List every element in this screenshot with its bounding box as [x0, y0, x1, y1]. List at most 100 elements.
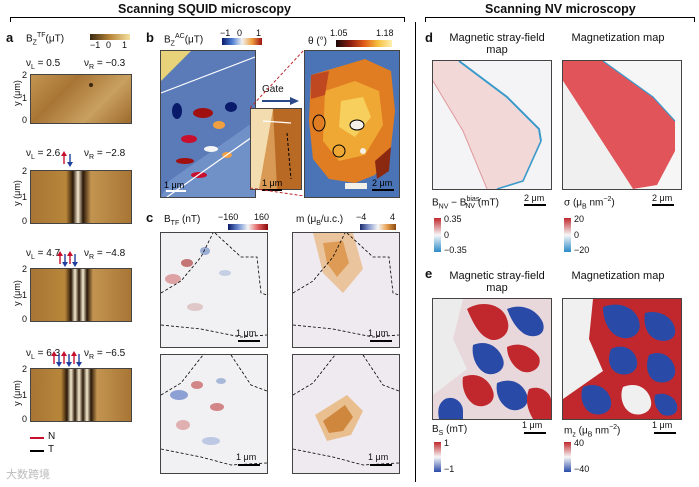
tick: −1 [220, 28, 231, 38]
panel-a-tick-max: 1 [122, 40, 128, 50]
legend-t-label: T [48, 444, 55, 455]
panel-d-scale-1: 2 μm [524, 193, 545, 203]
tick: 0 [574, 230, 580, 240]
panel-c-left-colorbar [228, 224, 268, 230]
tick: 0 [22, 216, 28, 226]
panel-d-mag-map [562, 60, 682, 190]
panel-a-map-1 [30, 74, 132, 124]
panel-b-scale-1: 1 μm [164, 180, 185, 190]
panel-e-left-colorbar [434, 442, 441, 472]
tick: 0 [22, 314, 28, 324]
panel-b-scale-2: 1 μm [262, 178, 283, 188]
panel-d-right-colorbar [564, 218, 571, 252]
tick: 0 [22, 414, 28, 424]
panel-d-left-title: Magnetic stray-field map [449, 32, 545, 56]
panel-e-stray-map [432, 298, 552, 420]
tick: −1 [444, 464, 455, 474]
panel-b-theta-map [304, 50, 400, 198]
panel-c-label: c [146, 210, 154, 225]
panel-a-ylabel-2: y (μm) [11, 180, 22, 206]
tick: 20 [574, 214, 585, 224]
tick: 2 [22, 70, 28, 80]
panel-e-mag-map [562, 298, 682, 420]
panel-c-right-colorbar [360, 224, 396, 230]
panel-a-label: a [6, 30, 14, 45]
theta-label: θ (°) [308, 36, 327, 47]
panel-a-map-3 [30, 268, 132, 322]
panel-e-left-title: Magnetic stray-field map [449, 270, 545, 294]
tick: 0 [22, 115, 28, 125]
tick: −4 [356, 212, 367, 222]
panel-c-scale-1: 1 μm [236, 328, 257, 338]
panel-a-ylabel-4: y (μm) [11, 380, 22, 406]
tick: 160 [254, 212, 270, 222]
tick: −160 [218, 212, 239, 222]
tick: 1.18 [376, 28, 394, 38]
nv-header-rule [425, 17, 695, 18]
panel-c-scale-4: 1 μm [368, 452, 389, 462]
panel-b-topo-inset [250, 108, 302, 190]
arrows-row3 [57, 251, 78, 267]
tick: −0.35 [444, 245, 467, 255]
tick: 2 [22, 264, 28, 274]
panel-e-left-cbar-label: BS (mT) [432, 424, 468, 437]
panel-a-edge-arrows [51, 151, 82, 367]
legend-t-swatch [30, 450, 44, 452]
tick: 0 [237, 28, 243, 38]
tick: 0.35 [444, 214, 462, 224]
panel-a-tick-min: −1 [90, 40, 101, 50]
panel-d-left-colorbar [434, 218, 441, 252]
panel-b-scale-3: 2 μm [372, 178, 393, 188]
tick: 2 [22, 364, 28, 374]
panel-e-label: e [425, 266, 433, 281]
tick: −20 [574, 245, 590, 255]
nv-header: Scanning NV microscopy [485, 2, 636, 16]
panel-e-right-cbar-label: mz (μB nm−2) [564, 424, 621, 439]
panel-a-row3-vl: νL = 4.7 [26, 248, 61, 261]
panel-b-colorbar [222, 38, 262, 45]
panel-b-colorbar-title: BZAC(μT) [164, 33, 204, 48]
panel-a-row2-vl: νL = 2.6 [26, 148, 61, 161]
tick: 1 [256, 28, 262, 38]
panel-d-right-title: Magnetization map [571, 32, 665, 44]
tick: 1 [22, 290, 28, 300]
tick: 0 [444, 230, 450, 240]
panel-c-btf-map-1 [160, 232, 268, 348]
panel-e-scale-1: 1 μm [522, 420, 543, 430]
panel-a-tick-mid: 0 [106, 40, 112, 50]
panel-a-ylabel-3: y (μm) [11, 280, 22, 306]
panel-d-stray-map [432, 60, 552, 190]
tick: 1 [22, 390, 28, 400]
panel-d-right-cbar-label: σ (μB nm−2) [564, 196, 615, 211]
panel-b-zoom-lines [250, 50, 305, 196]
panel-a-row3-vr: νR = −4.8 [84, 248, 126, 261]
arrows-row2 [61, 151, 73, 167]
panel-c-scale-3: 1 μm [236, 452, 257, 462]
panel-a-colorbar-title: BZTF(μT) [26, 32, 65, 47]
panel-d-left-cbar-label: BNV − BbiasNV (mT) [432, 196, 499, 211]
tick: 1 [444, 438, 450, 448]
arrows-row4 [51, 351, 82, 367]
panel-b-label: b [146, 30, 154, 45]
squid-header-rule [10, 17, 405, 18]
tick: 1 [22, 93, 28, 103]
theta-colorbar [336, 40, 392, 47]
panel-d-scale-2: 2 μm [652, 193, 673, 203]
panel-c-scale-2: 1 μm [368, 328, 389, 338]
squid-header: Scanning SQUID microscopy [118, 2, 291, 16]
panel-c-right-title: m (μB/u.c.) [296, 214, 344, 227]
panel-a-ylabel-1: y (μm) [11, 80, 22, 106]
tick: 1.05 [330, 28, 348, 38]
panel-c-btf-map-2 [160, 354, 268, 474]
panel-a-row1-vr: νR = −0.3 [84, 58, 126, 71]
tick: 40 [574, 438, 585, 448]
panel-c-m-map-2 [292, 354, 400, 474]
gate-label: Gate [262, 84, 284, 95]
panel-e-right-colorbar [564, 442, 571, 472]
section-divider [415, 22, 416, 482]
panel-b-ac-map [160, 50, 256, 198]
gate-arrow [262, 97, 299, 105]
panel-a-map-2 [30, 170, 132, 224]
panel-a-row4-vl: νL = 6.3 [26, 348, 61, 361]
